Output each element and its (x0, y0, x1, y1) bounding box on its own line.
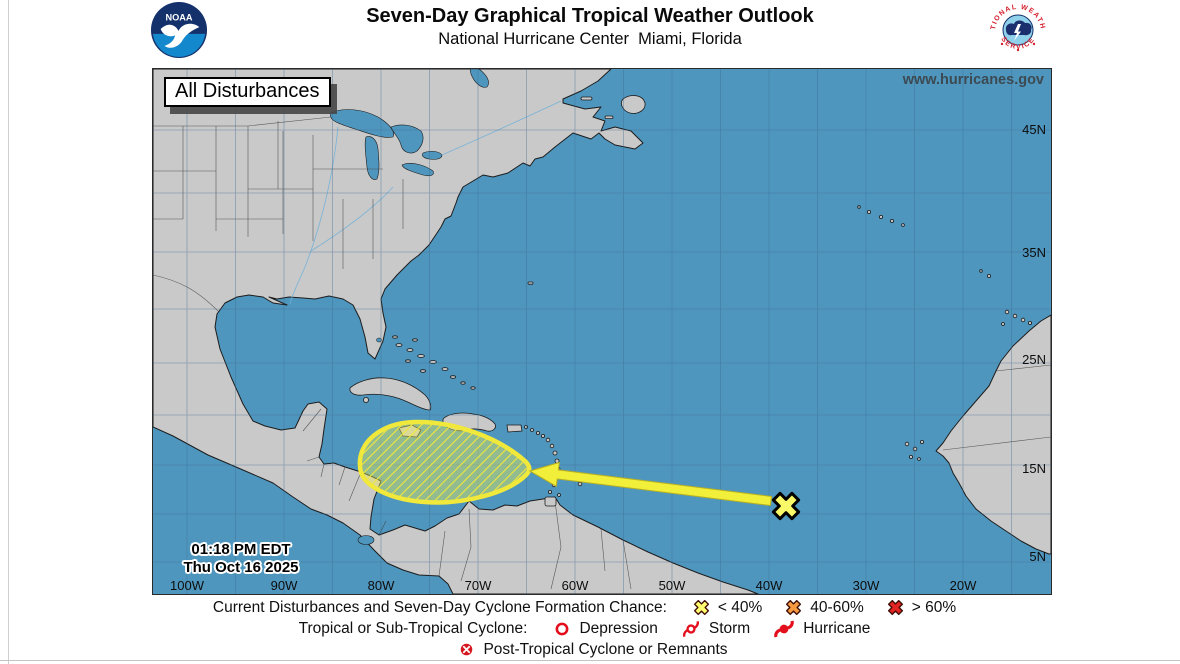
disturbance-x-marker[interactable] (767, 487, 804, 524)
legend-item-high: > 60% (886, 598, 956, 617)
latitude-labels: 45N 35N 25N 15N 5N (1022, 122, 1046, 564)
issuance-timestamp: 01:18 PM EDT Thu Oct 16 2025 (166, 541, 316, 577)
legend-row-post-tropical: Post-Tropical Cyclone or Remnants (0, 639, 1180, 660)
bahamas (392, 335, 476, 390)
canary-islands (1001, 309, 1033, 326)
hurricane-icon (774, 620, 794, 637)
lat-label: 15N (1022, 461, 1046, 476)
legend-item-medium: 40-60% (784, 598, 864, 617)
puerto-rico (506, 424, 523, 433)
lon-label: 30W (853, 578, 880, 593)
lat-label: 45N (1022, 122, 1046, 137)
legend-item-storm: Storm (680, 618, 750, 640)
lat-label: 5N (1029, 549, 1046, 564)
window-edge-line (8, 0, 9, 664)
lat-label: 35N (1022, 245, 1046, 260)
formation-arrow (528, 461, 773, 507)
lon-label: 20W (950, 578, 977, 593)
nws-logo: NATIONAL WEATHER SERVICE (988, 0, 1048, 60)
window-edge-line (0, 660, 1180, 661)
x-high-icon (887, 599, 903, 616)
cuba (349, 377, 432, 411)
cape-verde-islands (904, 439, 925, 461)
lon-label: 50W (659, 578, 686, 593)
legend-item-depression: Depression (552, 619, 658, 639)
website-url: www.hurricanes.gov (902, 72, 1044, 88)
outlook-map[interactable]: 100W 90W 80W 70W 60W 50W 40W 30W 20W 45N… (152, 68, 1052, 595)
outlook-area-hatched[interactable] (357, 419, 532, 505)
africa-landmass (935, 314, 1051, 555)
post-tropical-icon (461, 643, 473, 656)
map-canvas[interactable]: 100W 90W 80W 70W 60W 50W 40W 30W 20W 45N… (153, 69, 1051, 594)
legend-row-formation: Current Disturbances and Seven-Day Cyclo… (0, 597, 1180, 618)
issuance-date: Thu Oct 16 2025 (183, 559, 299, 576)
page-subtitle: National Hurricane Center Miami, Florida (438, 30, 742, 48)
lon-label: 60W (562, 578, 589, 593)
disturbance-filter-label: All Disturbances (164, 77, 331, 107)
storm-icon (682, 620, 699, 637)
bermuda (527, 281, 534, 285)
legend: Current Disturbances and Seven-Day Cyclo… (0, 597, 1180, 660)
noaa-logo-text: NOAA (165, 12, 192, 22)
x-medium-icon (786, 599, 802, 616)
x-low-icon (693, 599, 709, 616)
rivers (289, 100, 562, 305)
legend-row-cyclone: Tropical or Sub-Tropical Cyclone: Depres… (0, 618, 1180, 639)
lon-label: 90W (271, 578, 298, 593)
newfoundland (621, 95, 646, 114)
lon-label: 40W (756, 578, 783, 593)
lon-label: 70W (465, 578, 492, 593)
page-title: Seven-Day Graphical Tropical Weather Out… (366, 5, 814, 27)
africa-borders (942, 364, 1051, 451)
graticule-gridlines (153, 69, 1051, 594)
nws-lightning-icon (1014, 24, 1021, 41)
lat-label: 25N (1022, 352, 1046, 367)
lon-label: 100W (170, 578, 205, 593)
cyclone-type-label: Tropical or Sub-Tropical Cyclone: (298, 619, 528, 637)
legend-item-post-tropical: Post-Tropical Cyclone or Remnants (457, 640, 728, 659)
americas-landmass (153, 69, 759, 594)
state-country-borders (153, 116, 632, 590)
noaa-gull-icon (160, 23, 200, 48)
atlantic-islands (527, 95, 1033, 461)
formation-chance-label: Current Disturbances and Seven-Day Cyclo… (212, 598, 667, 616)
issuance-time: 01:18 PM EDT (191, 541, 291, 558)
legend-item-low: < 40% (692, 598, 762, 617)
longitude-labels: 100W 90W 80W 70W 60W 50W 40W 30W 20W (170, 578, 977, 593)
header: NOAA Seven-Day Graphical Tropical Weathe… (0, 0, 1180, 62)
depression-icon (556, 622, 569, 635)
azores (857, 205, 905, 227)
noaa-logo: NOAA (150, 1, 208, 59)
legend-item-hurricane: Hurricane (772, 617, 870, 641)
madeira (979, 269, 992, 278)
lon-label: 80W (368, 578, 395, 593)
